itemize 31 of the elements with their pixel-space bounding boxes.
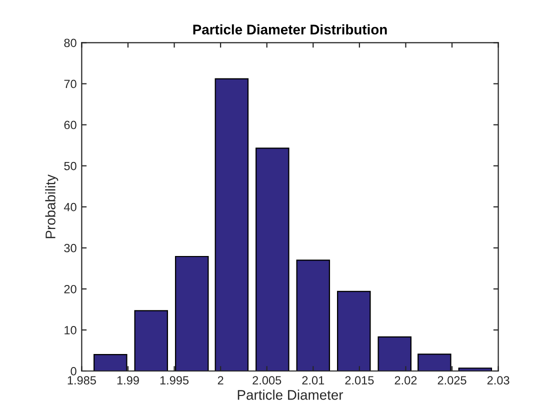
y-tick-label: 60	[64, 120, 76, 130]
bar	[214, 78, 249, 371]
y-tick-label: 0	[70, 367, 76, 376]
y-tick-label: 50	[64, 162, 76, 170]
x-tick-label: 2.02	[394, 376, 417, 385]
y-tick-label: 40	[64, 202, 76, 212]
bar	[337, 290, 371, 371]
bar	[134, 310, 168, 371]
x-tick-label: 2.015	[345, 376, 374, 385]
bar	[94, 354, 128, 371]
y-tick-label: 20	[64, 284, 76, 294]
y-tick-label: 30	[64, 244, 76, 252]
x-tick-label: 2.03	[487, 376, 510, 385]
x-axis-title: Particle Diameter	[238, 390, 344, 400]
x-tick-label: 1.985	[68, 376, 96, 385]
bar	[296, 260, 330, 371]
x-tick-label: 1.995	[160, 376, 189, 385]
bar	[378, 336, 412, 371]
y-tick-label: 70	[64, 80, 76, 88]
chart-title: Particle Diameter Distribution	[193, 24, 387, 35]
x-tick-label: 2	[218, 376, 224, 384]
bar	[174, 256, 209, 371]
x-tick-label: 2.025	[438, 376, 466, 385]
y-axis-title: Probability	[45, 174, 58, 238]
x-tick-label: 2.01	[302, 376, 324, 385]
x-tick-label: 1.99	[117, 376, 139, 385]
y-tick-label: 80	[64, 38, 76, 48]
bar	[256, 148, 290, 371]
y-tick-label: 10	[64, 326, 76, 334]
bar	[418, 354, 452, 371]
x-tick-label: 2.005	[252, 376, 282, 385]
